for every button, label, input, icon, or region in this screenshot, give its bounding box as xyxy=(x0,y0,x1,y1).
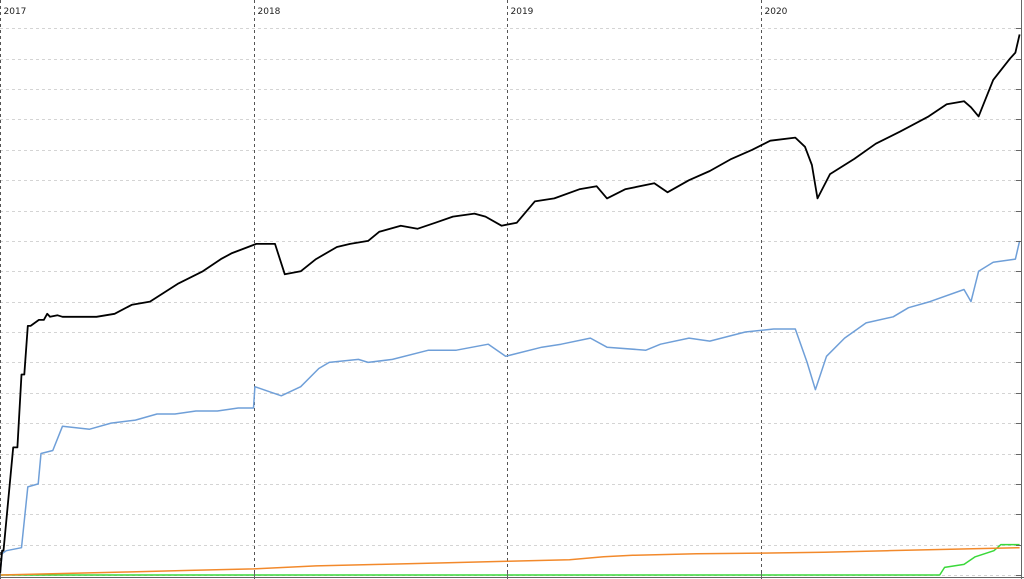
series-line-4 xyxy=(0,543,1020,576)
horizontal-gridlines xyxy=(0,28,1021,576)
series-layer xyxy=(0,34,1021,576)
series-line-2 xyxy=(0,240,1021,576)
x-tick-labels: 2017 2018 2019 2020 xyxy=(0,7,788,578)
x-tick-label: 2020 xyxy=(765,7,788,17)
x-tick-label: 2017 xyxy=(4,7,27,17)
y-axis-ticks xyxy=(1016,28,1021,576)
x-tick-label: 2019 xyxy=(511,7,534,17)
x-tick-label: 2018 xyxy=(258,7,281,17)
series-line-3 xyxy=(0,546,1020,576)
year-gridlines xyxy=(0,0,762,579)
series-line-1 xyxy=(0,34,1021,576)
